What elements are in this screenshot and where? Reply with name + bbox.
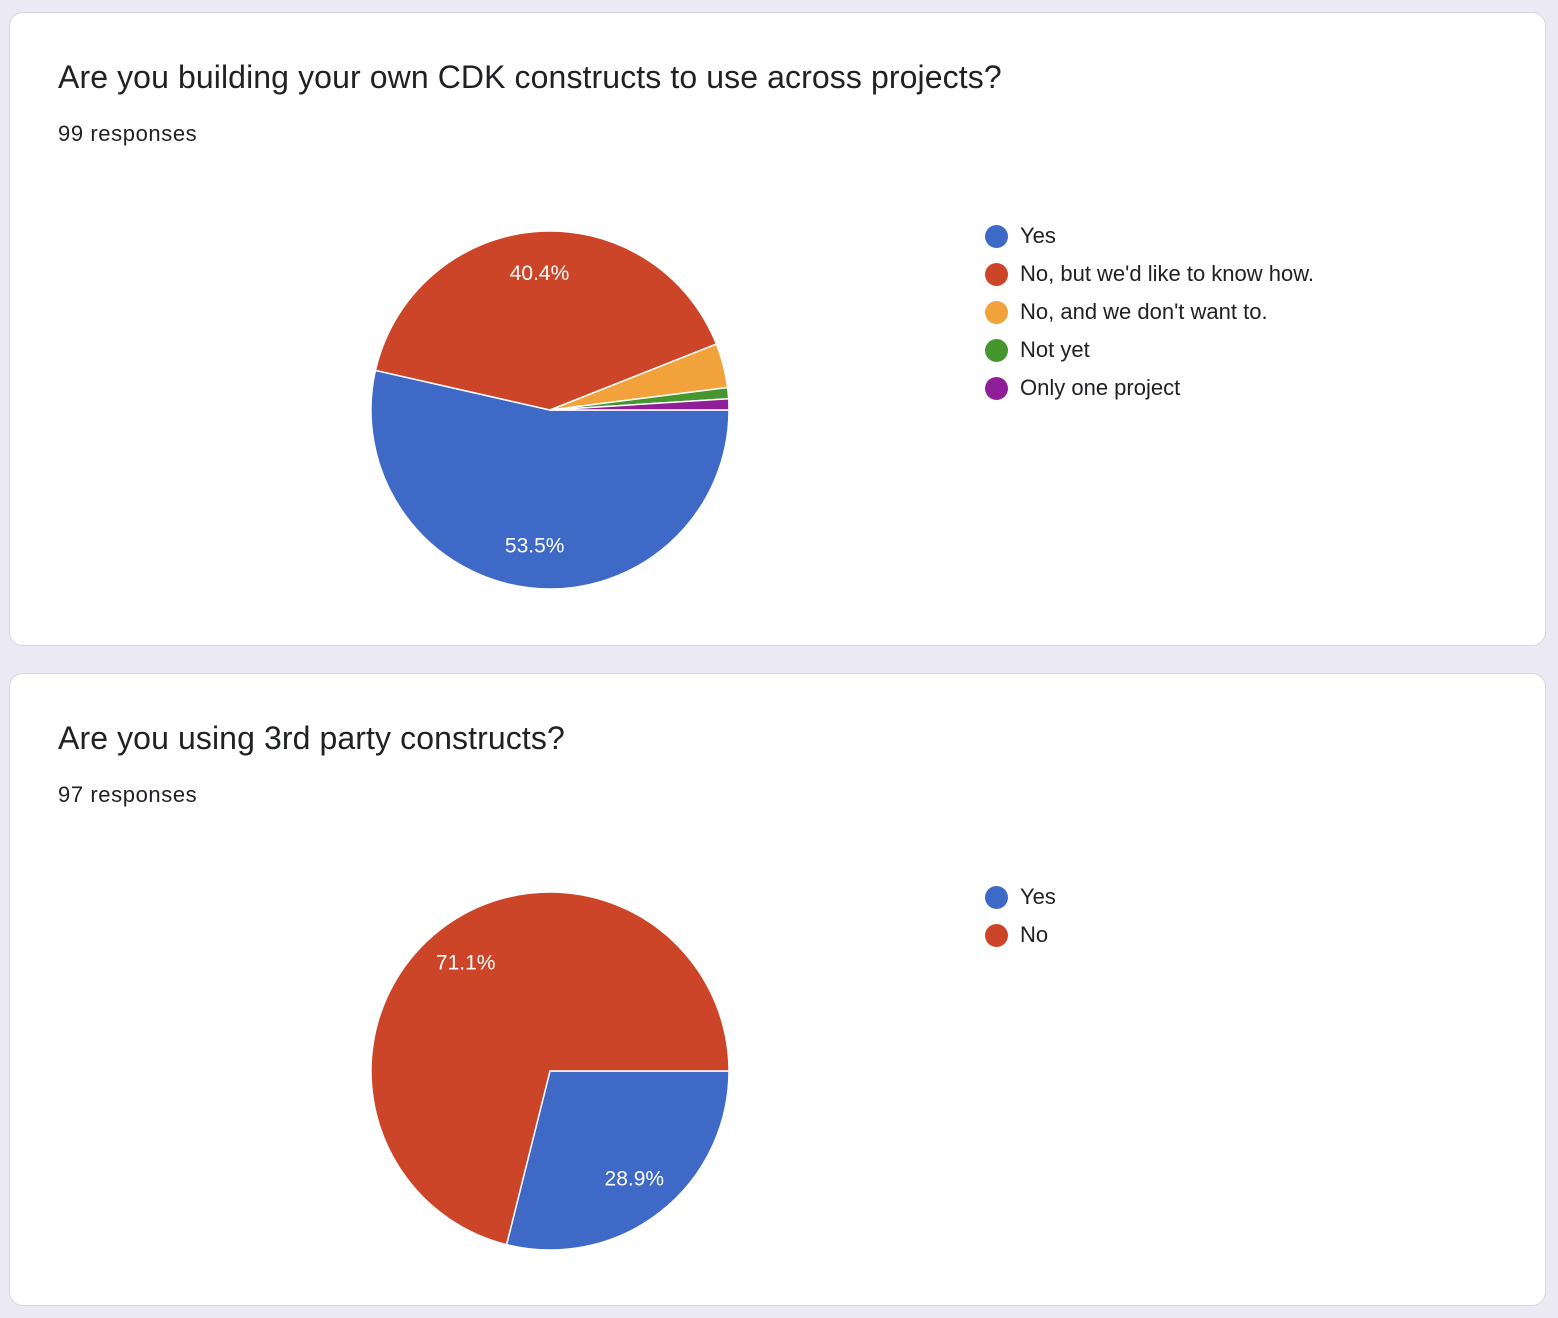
question-title: Are you using 3rd party constructs? — [58, 720, 565, 756]
legend-swatch — [985, 376, 1008, 400]
legend-item: Yes — [985, 217, 1314, 255]
legend-swatch — [985, 885, 1008, 909]
pie-slice — [549, 397, 730, 411]
chart-legend: Yes No, but we'd like to know how. No, and… — [985, 217, 1314, 407]
legend-swatch — [985, 262, 1008, 286]
pie-slice — [370, 369, 730, 590]
legend-item: No, and we don't want to. — [985, 293, 1314, 331]
pie-chart: 53.5% 40.4% — [370, 230, 730, 590]
pie-slice — [374, 230, 718, 411]
question-card: Are you building your own CDK constructs… — [9, 12, 1546, 646]
slice-data-label: 71.1% — [436, 952, 496, 975]
response-count: 97 responses — [58, 782, 198, 807]
legend-swatch — [985, 923, 1008, 947]
legend-swatch — [985, 300, 1008, 324]
question-card: Are you using 3rd party constructs? 97 r… — [9, 673, 1546, 1306]
pie-chart: 28.9% 71.1% — [370, 891, 730, 1251]
slice-data-label: 28.9% — [605, 1168, 665, 1191]
chart-legend: Yes No — [985, 878, 1056, 954]
legend-label: No — [1020, 922, 1049, 947]
pie-slice — [505, 1070, 730, 1251]
slice-data-label: 53.5% — [505, 535, 565, 558]
legend-label: Yes — [1020, 884, 1056, 909]
response-count: 99 responses — [58, 121, 198, 146]
slice-data-label: 40.4% — [510, 262, 570, 285]
pie-slice — [370, 891, 730, 1246]
legend-swatch — [985, 338, 1008, 362]
legend-item: Yes — [985, 878, 1056, 916]
legend-item: No — [985, 916, 1056, 954]
legend-item: Not yet — [985, 331, 1314, 369]
legend-label: Yes — [1020, 223, 1056, 248]
legend-item: No, but we'd like to know how. — [985, 255, 1314, 293]
legend-label: No, but we'd like to know how. — [1020, 261, 1315, 286]
legend-swatch — [985, 224, 1008, 248]
legend-item: Only one project — [985, 369, 1314, 407]
question-title: Are you building your own CDK constructs… — [58, 59, 1002, 95]
legend-label: Not yet — [1020, 337, 1090, 362]
legend-label: No, and we don't want to. — [1020, 299, 1268, 324]
legend-label: Only one project — [1020, 375, 1181, 400]
